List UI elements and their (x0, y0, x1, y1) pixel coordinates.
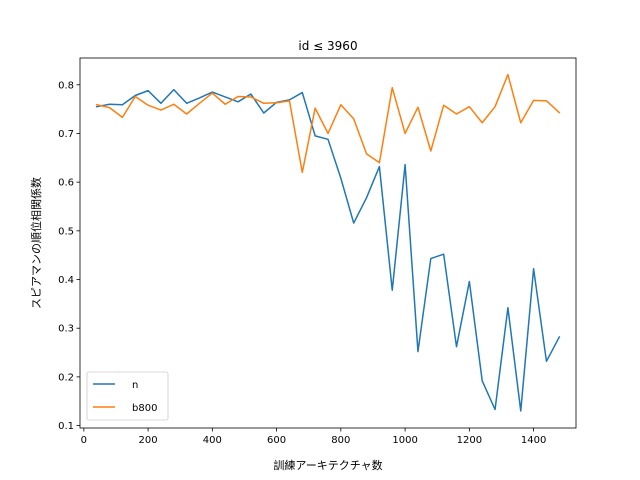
y-tick-label: 0.2 (58, 372, 74, 383)
x-tick-label: 0 (81, 435, 87, 446)
x-axis-label: 訓練アーキテクチャ数 (273, 458, 382, 472)
y-ticks: 0.1 0.2 0.3 0.4 0.5 0.6 0.7 0.8 (58, 80, 80, 432)
x-tick-label: 1000 (392, 435, 417, 446)
x-ticks: 0 200 400 600 800 1000 1200 1400 (81, 428, 546, 446)
legend: n b800 (86, 371, 169, 421)
x-tick-label: 1200 (457, 435, 482, 446)
y-tick-label: 0.8 (58, 80, 74, 91)
axes-frame (79, 57, 577, 429)
legend-label-b800: b800 (132, 403, 157, 414)
y-tick-label: 0.7 (58, 129, 74, 140)
legend-label-n: n (132, 380, 138, 391)
y-tick-label: 0.1 (58, 421, 74, 432)
series-line-n (95, 88, 561, 412)
x-tick-label: 800 (331, 435, 350, 446)
x-tick-label: 200 (139, 435, 158, 446)
x-tick-label: 400 (203, 435, 222, 446)
y-axis-label: スピアマンの順位相関係数 (29, 177, 43, 309)
y-tick-label: 0.4 (58, 275, 74, 286)
x-tick-label: 1400 (521, 435, 546, 446)
plot-lines (95, 73, 561, 412)
series-line-b800 (95, 73, 561, 174)
x-tick-label: 600 (267, 435, 286, 446)
chart-title: id ≤ 3960 (298, 39, 357, 53)
y-tick-label: 0.3 (58, 324, 74, 335)
y-tick-label: 0.5 (58, 226, 74, 237)
y-tick-label: 0.6 (58, 178, 74, 189)
